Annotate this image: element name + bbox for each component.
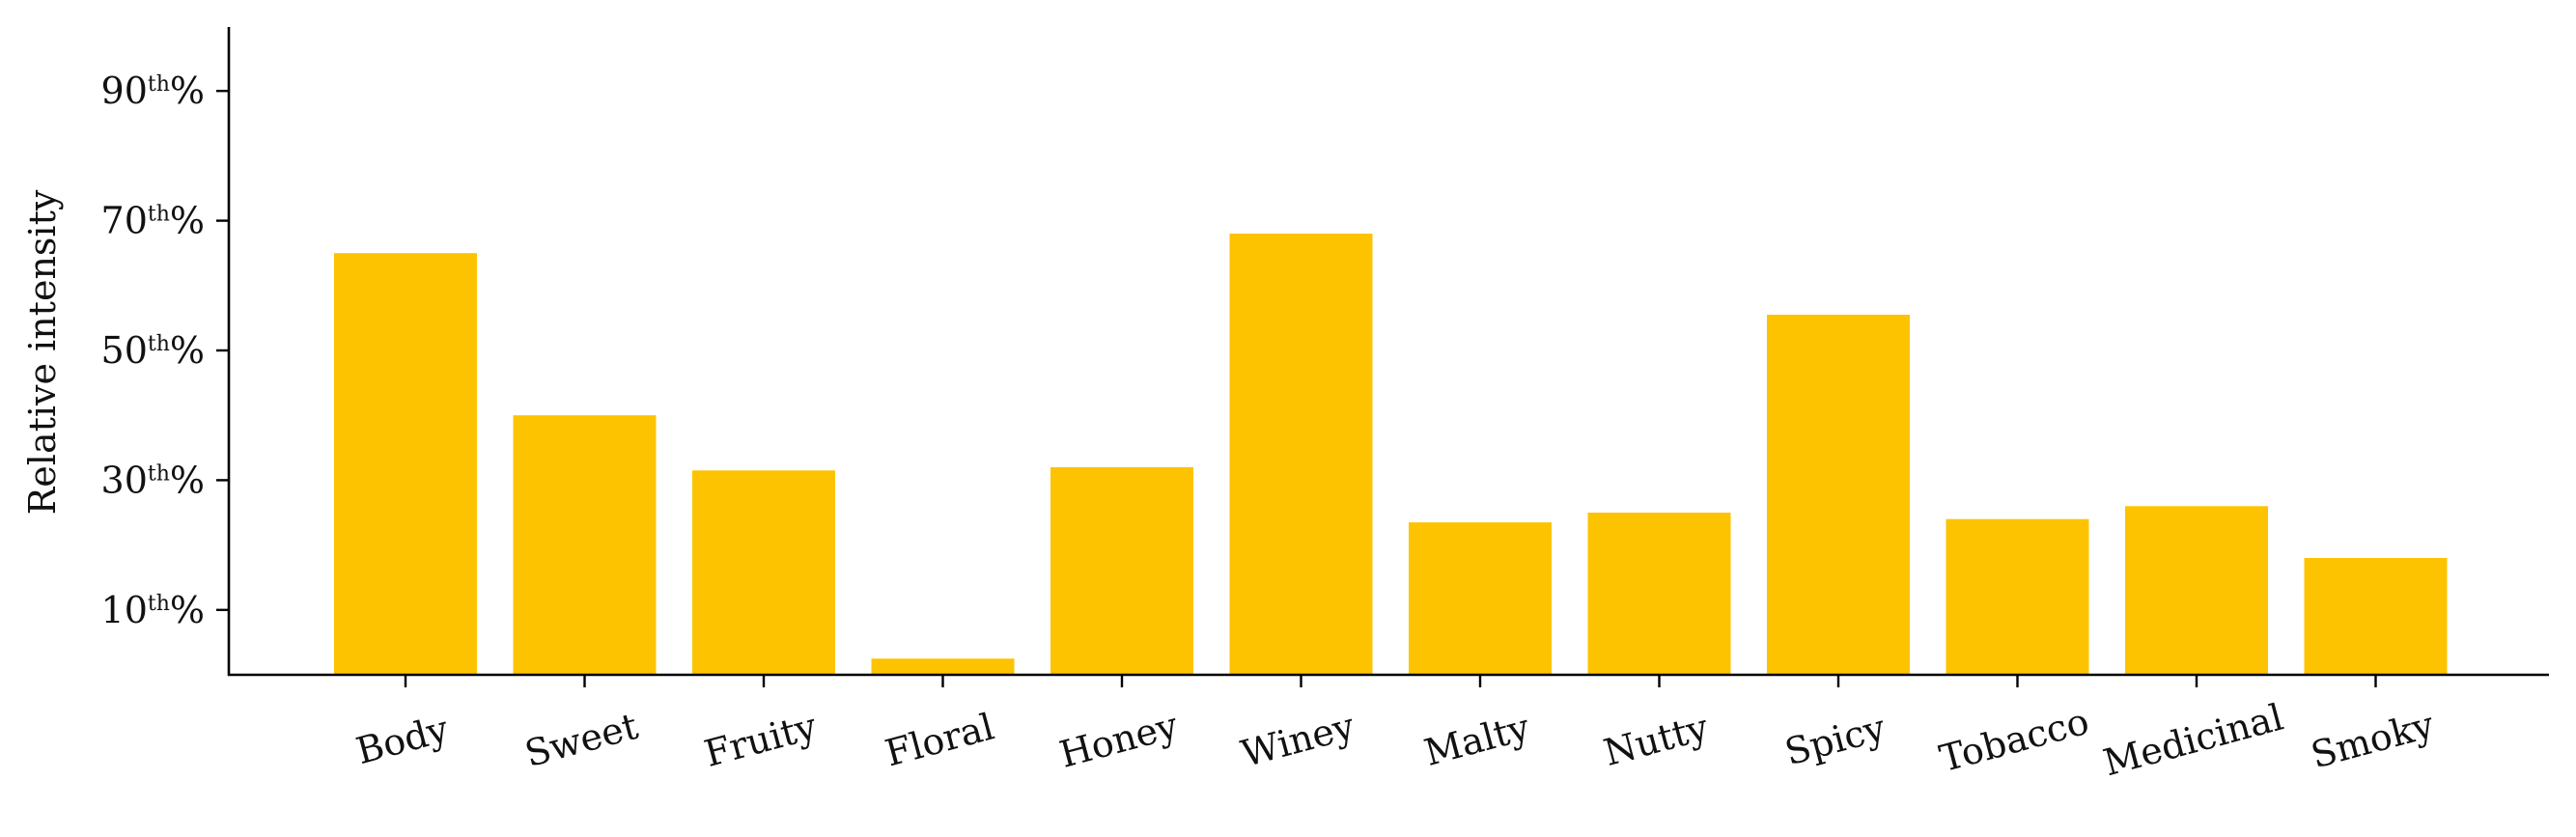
y-tick-label: 10th% (101, 589, 205, 631)
bar-winey (1229, 234, 1373, 675)
x-tick-label-medicinal: Medicinal (2099, 696, 2287, 785)
x-tick-label-honey: Honey (1055, 704, 1183, 776)
y-axis-label: Relative intensity (21, 189, 64, 515)
x-axis: Body Sweet Fruity Floral Honey Winey Malty Nutt… (228, 673, 2549, 785)
y-tick-label: 70th% (101, 200, 205, 242)
bar-body (334, 253, 477, 675)
bar-smoky (2304, 558, 2448, 675)
bar-nutty (1587, 513, 1731, 675)
y-tick-label: 90th% (101, 70, 205, 112)
bars (334, 234, 2448, 675)
y-tick-label: 30th% (101, 459, 205, 501)
bar-malty (1409, 522, 1552, 675)
x-tick-label-smoky: Smoky (2307, 703, 2439, 776)
x-tick-label-spicy: Spicy (1780, 706, 1890, 773)
bar-floral (871, 658, 1015, 675)
x-tick-label-body: Body (351, 708, 453, 773)
bar-tobacco (1946, 518, 2089, 675)
x-tick-label-floral: Floral (881, 705, 998, 774)
x-tick-label-fruity: Fruity (700, 705, 822, 775)
x-tick-label-sweet: Sweet (520, 705, 642, 775)
y-axis: 10th% 30th% 50th% 70th% 90th% (101, 27, 231, 676)
x-tick-label-tobacco: Tobacco (1935, 700, 2093, 780)
bar-spicy (1767, 315, 1910, 675)
bar-sweet (513, 415, 657, 675)
x-tick-label-malty: Malty (1420, 706, 1535, 774)
y-tick-label: 50th% (101, 329, 205, 372)
bar-fruity (692, 470, 835, 675)
x-tick-label-nutty: Nutty (1599, 706, 1713, 774)
x-tick-label-winey: Winey (1237, 705, 1359, 775)
bar-medicinal (2125, 506, 2268, 675)
bar-honey (1050, 467, 1193, 675)
